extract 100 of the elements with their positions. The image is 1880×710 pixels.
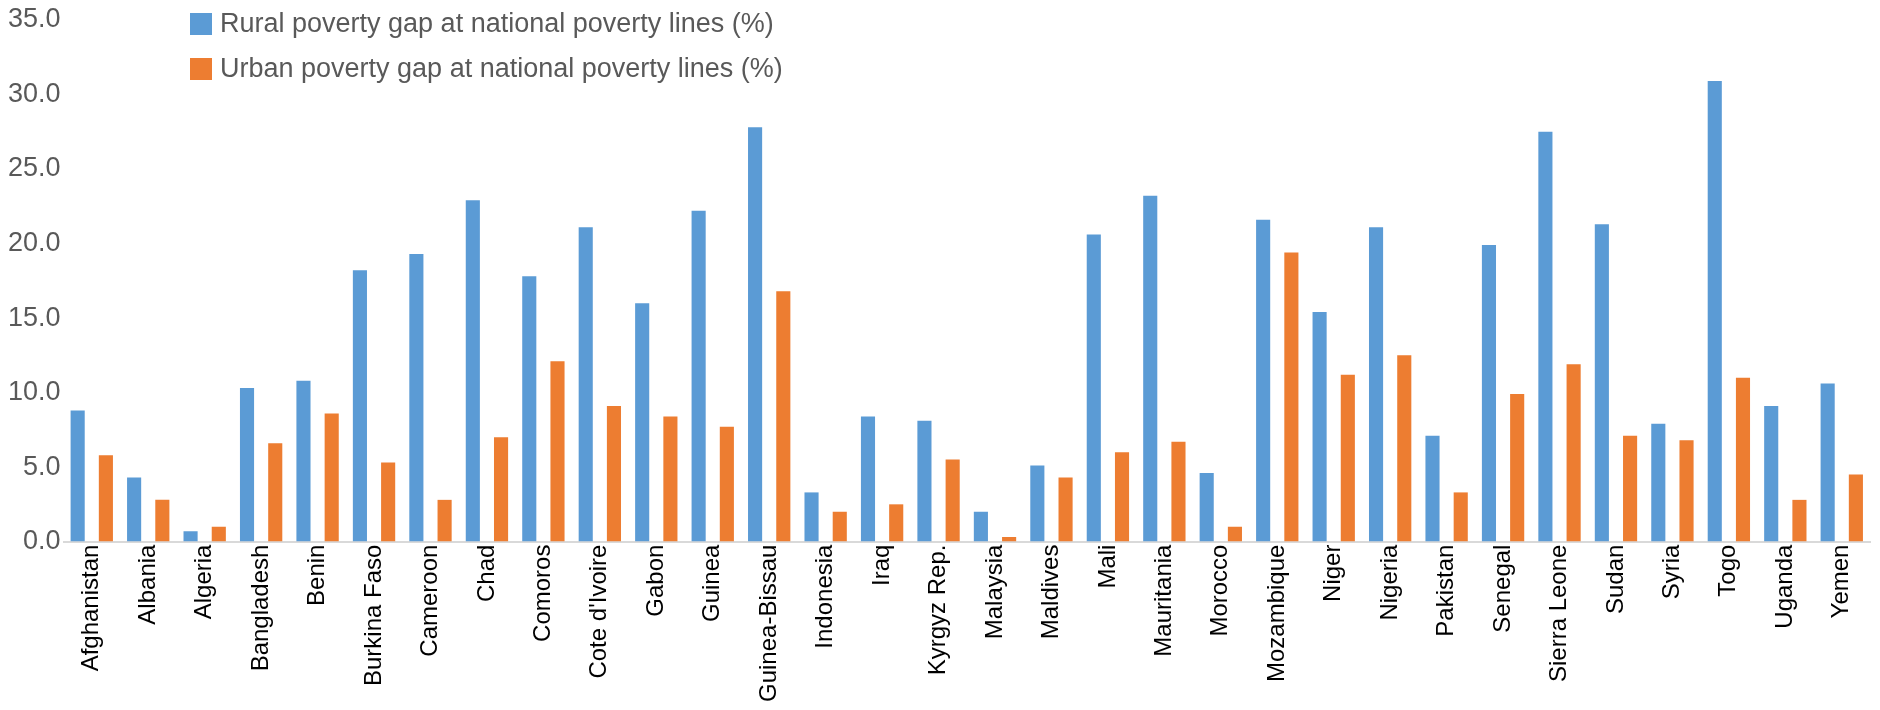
bar	[1312, 312, 1327, 542]
bar	[917, 420, 932, 542]
x-tick-label: Mali	[1092, 544, 1120, 589]
bar	[239, 388, 255, 542]
x-tick-label: Sudan	[1600, 544, 1628, 614]
bar	[1848, 474, 1863, 542]
bar	[804, 492, 819, 542]
bar	[1425, 435, 1440, 542]
bar	[155, 499, 170, 542]
x-tick-label: Afghanistan	[76, 544, 104, 672]
bar	[1340, 374, 1355, 542]
y-tick-label: 15.0	[7, 301, 61, 332]
bar	[1679, 440, 1694, 542]
bar	[945, 459, 960, 542]
x-tick-label: Chad	[471, 544, 499, 602]
legend-label: Urban poverty gap at national poverty lines (%)	[220, 53, 783, 84]
x-tick-label: Burkina Faso	[358, 544, 386, 686]
x-tick-label: Cote d'Ivoire	[584, 544, 612, 679]
x-tick-label: Maldives	[1036, 544, 1064, 640]
x-tick-label: Mauritania	[1148, 543, 1176, 657]
bar	[381, 462, 396, 542]
bar	[1199, 473, 1214, 542]
bar	[635, 303, 650, 542]
bar	[973, 511, 988, 542]
bar	[691, 210, 706, 542]
bar	[493, 437, 509, 542]
bar	[1086, 234, 1101, 542]
bar	[522, 276, 537, 542]
bar	[860, 416, 876, 542]
x-tick-label: Yemen	[1826, 544, 1854, 619]
x-tick-label: Albania	[132, 543, 160, 625]
bar	[889, 504, 904, 542]
x-tick-label: Cameroon	[415, 544, 443, 657]
y-tick-label: 25.0	[7, 152, 61, 183]
x-tick-label: Niger	[1318, 544, 1346, 602]
bar	[748, 127, 763, 542]
y-tick-label: 0.0	[23, 525, 61, 556]
x-tick-label: Malaysia	[979, 543, 1007, 640]
bar	[1735, 377, 1751, 542]
x-tick-label: Gabon	[640, 544, 668, 617]
x-tick-label: Guinea-Bissau	[753, 544, 781, 702]
bar	[606, 405, 622, 542]
y-tick-label: 30.0	[7, 77, 61, 108]
bar	[1538, 131, 1553, 542]
bar	[1114, 452, 1130, 542]
bar	[1453, 492, 1468, 542]
bar	[1143, 195, 1158, 542]
bar	[663, 416, 678, 542]
x-tick-label: Bangladesh	[245, 544, 273, 672]
bar	[1171, 441, 1186, 542]
bar	[1651, 423, 1666, 542]
x-tick-label: Algeria	[189, 543, 217, 620]
bar	[409, 253, 424, 542]
bar	[268, 443, 283, 542]
bar	[832, 511, 847, 542]
bar	[211, 526, 226, 542]
bar	[127, 477, 142, 542]
bar	[183, 531, 198, 542]
x-tick-label: Benin	[302, 544, 330, 606]
bar	[719, 426, 734, 542]
y-tick-label: 5.0	[23, 450, 61, 481]
bar	[578, 227, 593, 542]
bar	[437, 499, 452, 542]
x-tick-label: Togo	[1713, 544, 1741, 597]
bar	[1256, 219, 1271, 542]
bar	[1284, 252, 1299, 542]
bar	[98, 455, 113, 542]
bar	[776, 291, 791, 542]
x-tick-label: Guinea	[697, 543, 725, 622]
y-tick-label: 10.0	[7, 376, 61, 407]
bar	[1594, 224, 1609, 542]
x-tick-label: Comoros	[528, 544, 556, 642]
bar	[1764, 405, 1779, 542]
x-tick-label: Uganda	[1769, 543, 1797, 629]
x-tick-label: Pakistan	[1431, 544, 1459, 637]
bar	[1481, 245, 1497, 542]
bar	[1030, 465, 1045, 542]
x-tick-label: Iraq	[866, 544, 894, 586]
bar	[1368, 227, 1384, 542]
bar	[1792, 499, 1807, 542]
bar	[465, 200, 480, 542]
x-tick-label: Mozambique	[1261, 544, 1289, 682]
bar	[1707, 81, 1722, 542]
bar	[324, 413, 339, 542]
bar	[1058, 477, 1073, 542]
bar	[1510, 394, 1525, 542]
x-tick-label: Morocco	[1205, 544, 1233, 637]
x-tick-label: Syria	[1657, 543, 1685, 600]
bar	[1820, 383, 1835, 542]
bar	[1566, 364, 1581, 542]
bar	[352, 270, 367, 542]
bar	[1397, 355, 1412, 542]
bar	[1623, 435, 1638, 542]
bar	[1227, 526, 1242, 542]
x-tick-label: Senegal	[1487, 544, 1515, 633]
legend-label: Rural poverty gap at national poverty lines (%)	[220, 8, 774, 39]
bar	[550, 361, 565, 542]
y-tick-label: 35.0	[7, 3, 61, 34]
x-tick-label: Kyrgyz Rep.	[923, 544, 951, 676]
y-tick-label: 20.0	[7, 226, 61, 257]
